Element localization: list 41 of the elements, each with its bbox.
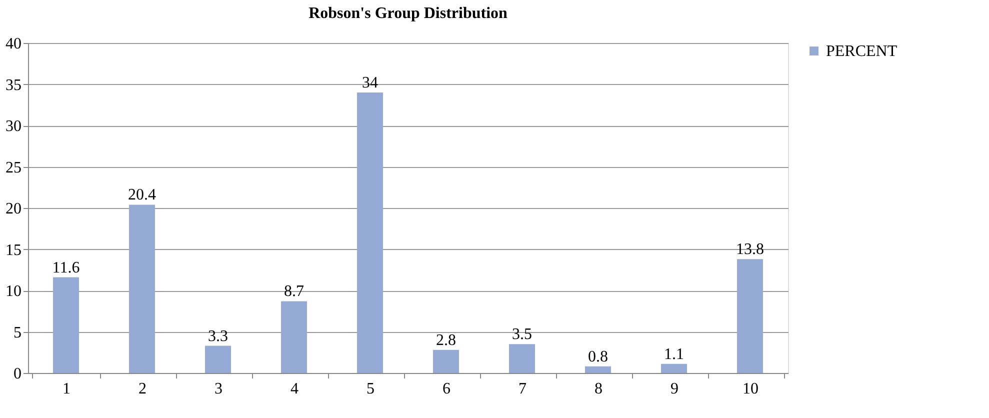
bar — [205, 346, 231, 373]
data-label: 0.8 — [588, 348, 608, 366]
x-tick-label: 3 — [214, 380, 222, 398]
y-tick-label: 10 — [6, 283, 22, 300]
y-tick-label: 25 — [6, 159, 22, 176]
x-tick-label: 9 — [670, 380, 678, 398]
x-tick-label: 10 — [742, 380, 758, 398]
y-tick-label: 5 — [14, 324, 22, 342]
x-tick-label: 6 — [442, 380, 450, 398]
data-label: 2.8 — [436, 332, 456, 349]
data-label: 34 — [362, 74, 378, 92]
y-tick-label: 40 — [6, 36, 22, 52]
bar — [737, 259, 763, 373]
data-label: 3.3 — [208, 328, 228, 345]
bar — [53, 277, 79, 373]
bar — [129, 204, 155, 373]
x-tick-label: 2 — [138, 380, 146, 398]
chart-title: Robson's Group Distribution — [308, 5, 508, 22]
data-label: 3.5 — [512, 326, 532, 344]
y-tick-label: 20 — [6, 200, 22, 218]
x-tick-label: 5 — [366, 380, 374, 398]
data-label: 1.1 — [664, 346, 684, 363]
x-tick-label: 8 — [594, 380, 602, 398]
legend-label: PERCENT — [826, 43, 898, 60]
x-tick-label: 4 — [290, 380, 298, 398]
bar — [509, 344, 535, 373]
y-tick-label: 15 — [6, 242, 22, 259]
y-tick-label: 30 — [6, 118, 22, 135]
data-label: 13.8 — [736, 241, 764, 258]
data-label: 8.7 — [284, 283, 304, 300]
bar — [357, 92, 383, 373]
y-tick-label: 35 — [6, 76, 22, 94]
data-label: 11.6 — [52, 259, 80, 276]
x-tick-label: 7 — [518, 380, 526, 398]
data-label: 20.4 — [128, 186, 156, 204]
bar — [585, 366, 611, 373]
bar — [661, 364, 687, 373]
y-tick-label: 0 — [14, 366, 22, 382]
bar — [433, 350, 459, 373]
bar — [281, 301, 307, 373]
x-tick-label: 1 — [62, 380, 70, 398]
